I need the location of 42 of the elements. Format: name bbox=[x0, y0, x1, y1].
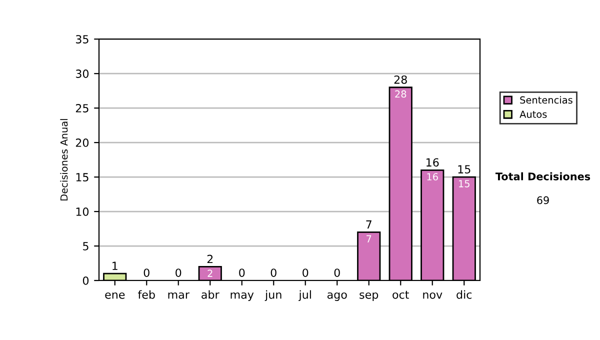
y-tick-label: 25 bbox=[76, 104, 88, 112]
legend-label: Autos bbox=[520, 110, 547, 118]
y-tick-label: 0 bbox=[82, 276, 89, 285]
x-tick-label: may bbox=[230, 292, 254, 301]
data-label: 2 bbox=[208, 270, 212, 277]
total-label: 0 bbox=[302, 268, 308, 277]
x-tick-label: dic bbox=[456, 290, 472, 299]
total-label: 7 bbox=[366, 220, 372, 229]
total-label: 15 bbox=[458, 165, 470, 174]
x-tick-label: sep bbox=[360, 292, 378, 301]
total-label: 0 bbox=[176, 268, 182, 277]
y-tick-label: 35 bbox=[76, 35, 88, 44]
text: Total Decisiones bbox=[495, 172, 590, 180]
y-tick-label: 20 bbox=[76, 138, 89, 147]
y-tick-label: 30 bbox=[76, 70, 89, 78]
x-tick-label: mar bbox=[168, 292, 190, 299]
total-label: 0 bbox=[334, 268, 340, 277]
y-axis-title: Decisiones Anual bbox=[60, 119, 68, 200]
total-label: 1 bbox=[112, 262, 118, 270]
legend-label: Sentencias bbox=[520, 96, 572, 104]
text: 69 bbox=[537, 196, 549, 204]
x-tick-label: jul bbox=[298, 290, 311, 301]
x-tick-label: jun bbox=[264, 290, 282, 301]
data-label: 15 bbox=[459, 180, 470, 188]
x-tick-label: oct bbox=[392, 290, 409, 299]
data-label: 16 bbox=[427, 173, 438, 180]
x-tick-label: abr bbox=[202, 290, 220, 299]
total-label: 28 bbox=[394, 75, 407, 84]
total-label: 0 bbox=[270, 268, 276, 277]
y-tick-label: 5 bbox=[83, 242, 88, 250]
x-tick-label: ene bbox=[105, 292, 125, 299]
y-tick-label: 15 bbox=[76, 173, 88, 182]
total-label: 0 bbox=[144, 268, 150, 277]
total-label: 16 bbox=[426, 158, 439, 167]
y-tick-label: 10 bbox=[76, 208, 89, 216]
x-tick-label: ago bbox=[327, 292, 347, 301]
data-label: 7 bbox=[366, 235, 372, 242]
total-label: 0 bbox=[239, 268, 245, 277]
total-label: 2 bbox=[207, 254, 213, 264]
x-tick-label: feb bbox=[138, 290, 155, 299]
data-label: 28 bbox=[395, 90, 406, 98]
x-tick-label: nov bbox=[423, 292, 442, 299]
